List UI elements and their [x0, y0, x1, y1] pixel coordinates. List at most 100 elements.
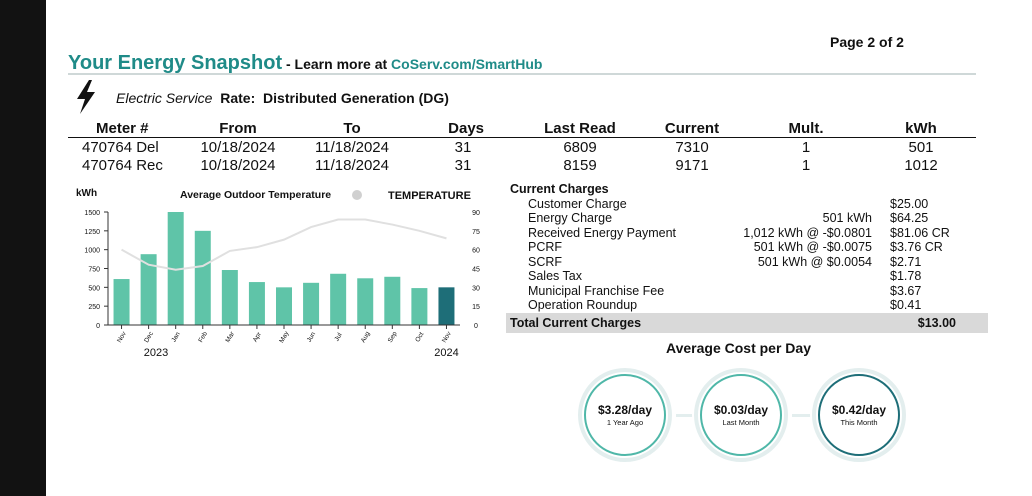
charge-amount: $0.41 — [890, 298, 922, 312]
y-tick-label: 1250 — [84, 229, 100, 236]
x-tick-label: Nov — [116, 330, 128, 344]
y-axis-label: kWh — [76, 188, 97, 199]
meter-row-1-kwh: 501 — [908, 139, 934, 156]
header-from: From — [219, 120, 257, 137]
header-mult: Mult. — [788, 120, 824, 137]
charge-detail: 501 kWh @ $0.0054 — [757, 255, 872, 269]
circle-ring — [700, 374, 782, 456]
learn-more-link[interactable]: CoServ.com/SmartHub — [391, 56, 543, 72]
temperature-line — [121, 218, 447, 271]
end-year-label: 2024 — [434, 347, 458, 359]
x-tick-label: Apr — [252, 330, 264, 343]
y-tick-label: 750 — [88, 267, 100, 274]
total-charges-bar: Total Current Charges $13.00 — [506, 313, 988, 333]
header-last-read: Last Read — [544, 120, 616, 137]
charge-detail: 1,012 kWh @ -$0.0801 — [743, 226, 872, 240]
meter-row-2-kwh: 1012 — [904, 157, 938, 174]
charges-title: Current Charges — [510, 182, 609, 196]
usage-bar — [248, 282, 265, 325]
meter-row-2-mult: 1 — [801, 157, 811, 174]
charge-detail: 501 kWh @ -$0.0075 — [753, 240, 872, 254]
x-tick-label: Oct — [414, 331, 425, 343]
start-year-label: 2023 — [144, 347, 168, 359]
service-line: Electric Service Rate: Distributed Gener… — [116, 90, 449, 106]
header-to: To — [343, 120, 361, 137]
usage-bar — [276, 287, 292, 325]
charge-amount: $81.06 CR — [890, 226, 950, 240]
meter-row-1-mult: 1 — [801, 139, 811, 156]
usage-chart: kWh Average Outdoor Temperature TEMPERATUR… — [64, 182, 484, 367]
usage-bar — [167, 212, 184, 325]
usage-bar — [194, 230, 211, 325]
avg-cost-value: $0.42/day — [831, 403, 887, 417]
header-meter: Meter # — [96, 120, 149, 137]
x-tick-label: Feb — [197, 330, 209, 344]
avg-cost-value: $0.03/day — [713, 403, 769, 417]
bill-page: Page 2 of 2 Your Energy Snapshot - Learn… — [46, 0, 1032, 496]
legend-label: Average Outdoor Temperature — [180, 189, 331, 201]
y2-tick-label: 15 — [472, 304, 480, 311]
legend-dot-icon — [352, 190, 362, 200]
snapshot-header: Your Energy Snapshot - Learn more at CoS… — [68, 52, 542, 75]
y-tick-label: 1500 — [84, 210, 100, 217]
learn-more-text: - Learn more at — [282, 56, 392, 72]
charge-label: Received Energy Payment — [528, 226, 676, 240]
circle-ring — [584, 374, 666, 456]
usage-bar — [357, 278, 374, 325]
total-charges-amount: $13.00 — [917, 316, 956, 330]
y2-tick-label: 30 — [472, 285, 480, 292]
meter-row-1-days: 31 — [454, 139, 472, 156]
avg-cost-last-month: $0.03/day Last Month — [694, 368, 788, 462]
y2-tick-label: 60 — [472, 248, 480, 255]
usage-bar — [140, 254, 157, 325]
service-name: Electric Service — [116, 90, 213, 106]
charge-label: PCRF — [528, 240, 563, 254]
usage-bar — [438, 287, 455, 325]
charge-label: Customer Charge — [528, 197, 627, 211]
y-tick-label: 250 — [88, 304, 100, 311]
usage-chart-svg: kWh Average Outdoor Temperature TEMPERATUR… — [76, 188, 480, 359]
title-divider — [68, 73, 976, 75]
charge-label: Energy Charge — [528, 211, 613, 225]
lightning-bolt-icon — [76, 80, 96, 119]
x-tick-label: Jun — [306, 331, 317, 344]
meter-header-rule — [68, 137, 976, 138]
usage-bar — [411, 288, 428, 325]
meter-row-1-to: 11/18/2024 — [315, 139, 389, 156]
meter-row-1-meter: 470764 Del — [82, 139, 159, 156]
meter-row-2-from: 10/18/2024 — [200, 157, 276, 174]
avg-cost-this-month: $0.42/day This Month — [812, 368, 906, 462]
x-tick-label: Sep — [387, 330, 399, 344]
total-charges-label: Total Current Charges — [510, 316, 642, 330]
avg-cost-period: Last Month — [722, 418, 760, 427]
y2-tick-label: 90 — [472, 210, 480, 217]
meter-row-1-from: 10/18/2024 — [200, 139, 276, 156]
header-days: Days — [448, 120, 484, 137]
meter-row-1-last-read: 6809 — [563, 139, 597, 156]
usage-bar — [384, 276, 401, 325]
meter-row-1-current: 7310 — [675, 139, 709, 156]
rate-value: Distributed Generation (DG) — [263, 90, 449, 106]
charge-amount: $3.76 CR — [890, 240, 943, 254]
y-tick-label: 0 — [96, 323, 100, 330]
usage-bar — [113, 279, 130, 325]
circle-ring — [818, 374, 900, 456]
x-tick-label: Aug — [360, 330, 372, 344]
y2-tick-label: 75 — [472, 229, 480, 236]
header-kwh: kWh — [905, 120, 937, 137]
x-tick-label: May — [278, 330, 291, 345]
usage-bar — [221, 270, 238, 325]
charge-label: Municipal Franchise Fee — [528, 284, 665, 298]
y-tick-label: 1000 — [84, 248, 100, 255]
charge-amount: $64.25 — [890, 211, 929, 225]
meter-row-2-meter: 470764 Rec — [82, 157, 163, 174]
page-number: Page 2 of 2 — [830, 34, 904, 50]
y2-axis-label: TEMPERATURE — [388, 190, 471, 202]
y2-tick-label: 0 — [474, 323, 478, 330]
meter-row-2-last-read: 8159 — [563, 157, 597, 174]
x-tick-label: Mar — [224, 330, 236, 344]
avg-cost-value: $3.28/day — [597, 403, 653, 417]
charge-label: SCRF — [528, 255, 563, 269]
x-tick-label: Nov — [441, 330, 453, 344]
charge-amount: $1.78 — [890, 269, 922, 283]
